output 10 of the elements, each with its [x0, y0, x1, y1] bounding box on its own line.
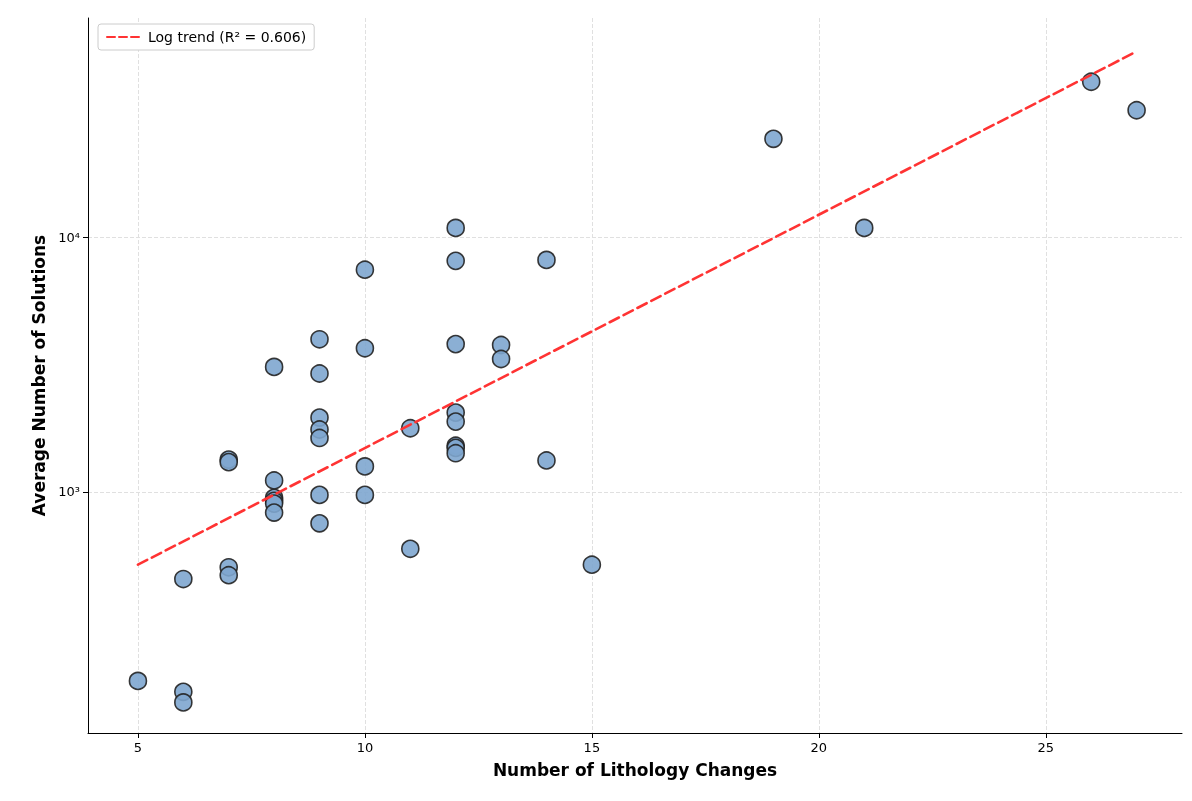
legend-label: Log trend (R² = 0.606) [148, 29, 307, 45]
x-tick-label: 20 [810, 740, 828, 755]
x-tick-label: 25 [1037, 740, 1055, 755]
x-tick-label: 15 [583, 740, 601, 755]
x-tick-label: 10 [356, 740, 374, 755]
x-tick-label: 5 [133, 740, 143, 755]
y-tick-label: 10³ [58, 484, 80, 500]
y-axis-title: Average Number of Solutions [28, 234, 49, 517]
x-axis-title: Number of Lithology Changes [492, 759, 778, 780]
y-tick-label: 10⁴ [58, 229, 80, 245]
